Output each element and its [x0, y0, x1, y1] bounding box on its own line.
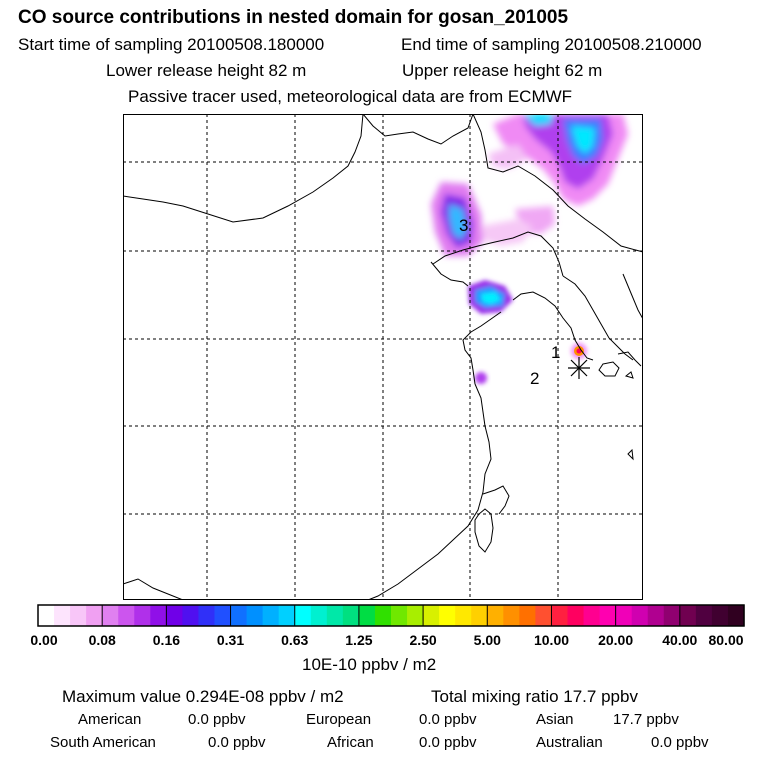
colorbar-cell — [118, 605, 135, 626]
colorbar-unit: 10E-10 ppbv / m2 — [302, 655, 437, 674]
colorbar-cell — [54, 605, 71, 626]
color-scale — [37, 604, 745, 627]
colorbar-cell — [455, 605, 472, 626]
colorbar-cell — [535, 605, 553, 626]
colorbar-cell — [551, 605, 569, 626]
region-south-american-name: South American — [50, 734, 156, 751]
colorbar-cell — [374, 605, 392, 626]
total-mixing-label: Total mixing ratio 17.7 ppbv — [431, 687, 638, 706]
region-african-value: 0.0 ppbv — [419, 734, 477, 751]
plume-bohai — [468, 280, 513, 314]
colorbar-cell — [342, 605, 360, 626]
receptor-star-icon — [568, 357, 590, 379]
colorbar-tick-label: 0.31 — [216, 632, 245, 648]
colorbar-cell — [503, 605, 520, 626]
colorbar-cell — [38, 605, 55, 626]
region-australian-value: 0.0 ppbv — [651, 734, 709, 751]
marker-3: 3 — [459, 216, 468, 235]
colorbar-tick-label: 0.63 — [281, 632, 309, 648]
colorbar-cell — [278, 605, 296, 626]
start-time-label: Start time of sampling 20100508.180000 — [18, 35, 325, 54]
colorbar-tick-label: 10.00 — [533, 632, 570, 648]
concentration-map: 1 2 3 — [123, 114, 643, 600]
colorbar-cell — [294, 605, 312, 626]
colorbar-cell — [134, 605, 151, 626]
colorbar-cell — [663, 605, 681, 626]
colorbar-cell — [326, 605, 344, 626]
region-south-american-value: 0.0 ppbv — [208, 734, 266, 751]
marker-1: 1 — [551, 343, 560, 362]
colorbar-cell — [310, 605, 328, 626]
colorbar-cell — [711, 605, 729, 626]
colorbar-tick-label: 1.25 — [345, 632, 373, 648]
colorbar-tick-label: 80.00 — [708, 632, 744, 648]
colorbar-cell — [150, 605, 167, 626]
colorbar-cell — [423, 605, 440, 626]
colorbar-cell — [695, 605, 713, 626]
colorbar-tick-label: 0.16 — [152, 632, 181, 648]
colorbar-cell — [70, 605, 87, 626]
colorbar-cell — [679, 605, 697, 626]
taiwan-island — [474, 508, 494, 553]
colorbar-cell — [519, 605, 537, 626]
colorbar-cell — [407, 605, 424, 626]
region-european-name: European — [306, 711, 372, 728]
region-asian-name: Asian — [536, 711, 574, 728]
colorbar-cell — [246, 605, 264, 626]
region-american-name: American — [78, 711, 142, 728]
plume-small — [475, 372, 487, 384]
coastlines — [123, 114, 643, 600]
colorbar-cell — [198, 605, 216, 626]
colorbar-cell — [567, 605, 585, 626]
colorbar-cell — [487, 605, 504, 626]
colorbar-cell — [727, 605, 745, 626]
colorbar-cell — [86, 605, 103, 626]
region-australian-name: Australian — [536, 734, 603, 751]
page-title: CO source contributions in nested domain… — [18, 7, 569, 28]
region-american-value: 0.0 ppbv — [188, 711, 246, 728]
japan-islands — [598, 351, 642, 377]
colorbar-tick-label: 2.50 — [409, 632, 437, 648]
colorbar-cell — [471, 605, 488, 626]
hotspot — [571, 343, 587, 359]
lat-lon-grid — [123, 114, 643, 600]
colorbar-tick-label: 20.00 — [598, 632, 634, 648]
colorbar-cell — [391, 605, 408, 626]
max-value-label: Maximum value 0.294E-08 ppbv / m2 — [62, 687, 344, 706]
colorbar-tick-label: 0.00 — [30, 632, 58, 648]
region-european-value: 0.0 ppbv — [419, 711, 477, 728]
colorbar-cell — [358, 605, 376, 626]
colorbar-cell — [102, 605, 119, 626]
colorbar-cell — [615, 605, 633, 626]
colorbar-cell — [182, 605, 200, 626]
marker-2: 2 — [530, 369, 539, 388]
colorbar-cell — [647, 605, 665, 626]
colorbar-cell — [439, 605, 456, 626]
colorbar-cell — [631, 605, 649, 626]
colorbar-tick-label: 0.08 — [88, 632, 116, 648]
colorbar-tick-label: 5.00 — [473, 632, 501, 648]
colorbar-tick-label: 40.00 — [662, 632, 698, 648]
colorbar-cell — [583, 605, 601, 626]
colorbar-cell — [599, 605, 617, 626]
region-african-name: African — [327, 734, 374, 751]
colorbar-cell — [166, 605, 184, 626]
end-time-label: End time of sampling 20100508.210000 — [401, 35, 702, 54]
colorbar-cell — [262, 605, 280, 626]
region-asian-value: 17.7 ppbv — [613, 711, 679, 728]
tracer-note: Passive tracer used, meteorological data… — [128, 87, 573, 106]
colorbar-cell — [230, 605, 248, 626]
lower-height-label: Lower release height 82 m — [106, 61, 307, 80]
upper-height-label: Upper release height 62 m — [402, 61, 603, 80]
colorbar-cell — [214, 605, 232, 626]
